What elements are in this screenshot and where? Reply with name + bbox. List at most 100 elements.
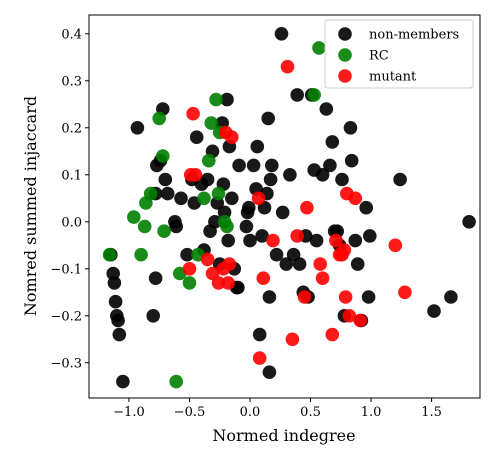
point-non-members-73 <box>315 168 330 182</box>
point-mutant-22 <box>315 271 330 286</box>
point-non-members-63 <box>283 168 297 182</box>
y-axis-title: Nomred summed injaccard <box>21 96 40 316</box>
point-non-members-59 <box>269 247 284 262</box>
point-non-members-47 <box>246 158 261 173</box>
point-non-members-83 <box>344 153 359 168</box>
point-mutant-21 <box>313 257 328 271</box>
point-non-members-6 <box>112 327 127 342</box>
point-RC-6 <box>152 111 166 126</box>
point-mutant-9 <box>221 276 235 290</box>
point-RC-5 <box>143 186 158 201</box>
point-non-members-92 <box>444 290 458 304</box>
point-mutant-0 <box>182 262 197 276</box>
point-non-members-54 <box>261 111 276 126</box>
point-non-members-20 <box>180 247 194 262</box>
point-non-members-58 <box>265 158 279 173</box>
y-tick-label: −0.3 <box>50 356 82 371</box>
x-axis-title: Normed indegree <box>212 426 355 445</box>
point-non-members-75 <box>323 158 337 173</box>
point-non-members-5 <box>111 313 125 328</box>
point-non-members-60 <box>274 27 289 41</box>
x-tick-label: 0.5 <box>300 405 321 420</box>
point-non-members-88 <box>361 290 376 304</box>
point-mutant-11 <box>225 130 239 144</box>
point-mutant-4 <box>200 252 215 267</box>
point-RC-20 <box>220 219 234 234</box>
y-tick-label: 0.3 <box>61 74 82 89</box>
point-non-members-8 <box>130 121 145 135</box>
point-RC-3 <box>137 219 152 234</box>
point-mutant-12 <box>251 191 266 206</box>
point-non-members-2 <box>107 276 122 290</box>
y-axis: −0.3 −0.2 −0.1 0.0 0.1 0.2 0.3 0.4 <box>50 27 89 371</box>
x-axis: −1.0 −0.5 0.0 0.5 1.0 1.5 <box>113 398 442 420</box>
point-RC-14 <box>202 153 216 168</box>
point-RC-8 <box>157 224 171 238</box>
legend-box <box>324 19 474 89</box>
point-mutant-24 <box>329 233 343 248</box>
point-non-members-43 <box>239 219 254 234</box>
point-non-members-85 <box>350 257 365 271</box>
point-non-members-56 <box>262 290 277 304</box>
point-mutant-30 <box>342 309 357 323</box>
point-mutant-16 <box>280 59 295 74</box>
point-RC-1 <box>127 210 141 224</box>
point-non-members-26 <box>200 172 215 187</box>
point-non-members-87 <box>359 200 374 215</box>
point-non-members-90 <box>393 172 407 187</box>
point-RC-7 <box>156 149 170 163</box>
point-non-members-15 <box>158 172 173 187</box>
point-non-members-84 <box>348 233 363 248</box>
point-mutant-14 <box>256 271 271 286</box>
point-non-members-76 <box>325 135 340 149</box>
legend-marker-mutant <box>338 69 352 83</box>
point-non-members-50 <box>252 327 267 342</box>
point-non-members-18 <box>169 219 183 234</box>
point-mutant-17 <box>285 332 300 347</box>
point-mutant-15 <box>266 233 280 248</box>
point-RC-17 <box>211 186 226 201</box>
legend-marker-RC <box>338 48 352 62</box>
point-mutant-2 <box>186 106 200 121</box>
y-tick-label: 0.1 <box>61 168 82 183</box>
point-mutant-31 <box>348 191 363 206</box>
point-non-members-16 <box>160 186 175 201</box>
x-tick-label: 1.0 <box>361 405 382 420</box>
point-RC-21 <box>307 88 322 102</box>
point-non-members-7 <box>116 374 130 389</box>
point-non-members-51 <box>255 229 269 243</box>
point-non-members-45 <box>242 200 256 215</box>
y-tick-label: 0.4 <box>61 27 82 42</box>
point-mutant-20 <box>300 200 314 215</box>
x-tick-label: 1.5 <box>421 405 442 420</box>
y-tick-label: −0.2 <box>50 309 82 324</box>
point-mutant-34 <box>398 285 412 300</box>
point-mutant-28 <box>338 290 353 304</box>
point-mutant-23 <box>325 327 340 342</box>
point-non-members-61 <box>275 205 290 220</box>
point-non-members-10 <box>148 271 163 286</box>
y-tick-label: −0.1 <box>50 262 82 277</box>
point-non-members-38 <box>225 191 239 206</box>
point-RC-22 <box>312 41 326 55</box>
point-mutant-27 <box>337 243 352 257</box>
point-non-members-29 <box>208 215 222 229</box>
point-non-members-62 <box>279 257 294 271</box>
point-non-members-49 <box>250 139 265 154</box>
legend-label-non-members: non-members <box>369 28 459 43</box>
legend-marker-non-members <box>338 27 352 41</box>
plot-area-frame <box>88 14 481 399</box>
point-mutant-18 <box>290 229 305 243</box>
point-non-members-9 <box>146 309 160 323</box>
point-mutant-10 <box>222 257 237 271</box>
legend-label-mutant: mutant <box>369 70 417 85</box>
point-RC-16 <box>209 92 223 107</box>
point-mutant-19 <box>297 290 312 304</box>
point-non-members-3 <box>108 294 123 309</box>
point-non-members-91 <box>427 304 441 318</box>
point-RC-9 <box>169 374 183 389</box>
point-mutant-33 <box>388 238 403 253</box>
point-non-members-34 <box>217 205 232 220</box>
point-non-members-80 <box>335 172 349 187</box>
